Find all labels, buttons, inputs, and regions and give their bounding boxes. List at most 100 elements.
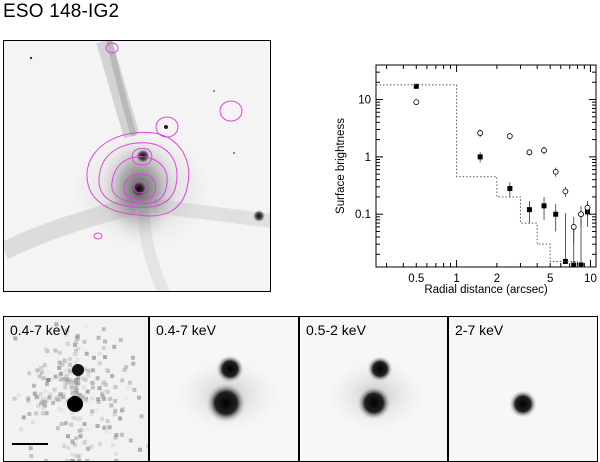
noise-speck bbox=[102, 389, 107, 394]
noise-speck bbox=[118, 338, 123, 343]
noise-speck bbox=[26, 396, 31, 401]
x-tick-label: 1 bbox=[453, 273, 459, 285]
data-point-square bbox=[507, 186, 513, 192]
noise-speck bbox=[103, 339, 108, 344]
data-point-square bbox=[571, 262, 577, 268]
optical-image-with-xray-contours bbox=[3, 40, 271, 292]
galaxy-image bbox=[4, 41, 270, 291]
noise-speck bbox=[76, 346, 81, 351]
noise-speck bbox=[44, 399, 49, 404]
noise-speck bbox=[73, 411, 78, 416]
noise-speck bbox=[29, 454, 34, 459]
data-point-circle bbox=[570, 224, 577, 230]
noise-speck bbox=[70, 452, 75, 457]
noise-speck bbox=[89, 444, 94, 449]
strip-panel-4: 2-7 keV bbox=[448, 316, 598, 462]
noise-speck bbox=[90, 396, 95, 401]
noise-speck bbox=[98, 441, 103, 446]
noise-speck bbox=[57, 365, 62, 370]
noise-speck bbox=[70, 439, 75, 444]
noise-speck bbox=[57, 350, 62, 355]
noise-speck bbox=[77, 428, 82, 433]
noise-speck bbox=[105, 367, 110, 372]
strip-panel-3: 0.5-2 keV bbox=[299, 316, 448, 462]
noise-speck bbox=[78, 416, 83, 421]
noise-speck bbox=[101, 380, 106, 385]
noise-speck bbox=[30, 419, 35, 424]
noise-speck bbox=[39, 401, 44, 406]
x-axis-label: Radial distance (arcsec) bbox=[424, 284, 548, 296]
noise-speck bbox=[103, 382, 108, 387]
noise-speck bbox=[16, 392, 21, 397]
noise-speck bbox=[113, 451, 118, 456]
noise-speck bbox=[40, 411, 45, 416]
noise-speck bbox=[97, 386, 102, 391]
noise-speck bbox=[82, 367, 87, 372]
noise-speck bbox=[75, 357, 80, 362]
noise-speck bbox=[39, 370, 44, 375]
noise-speck bbox=[46, 369, 51, 374]
noise-speck bbox=[47, 395, 52, 400]
noise-speck bbox=[101, 396, 106, 401]
noise-speck bbox=[68, 381, 73, 386]
noise-speck bbox=[71, 393, 76, 398]
noise-speck bbox=[68, 378, 73, 383]
x-tick-label: 0.5 bbox=[408, 273, 424, 285]
data-point-square bbox=[541, 203, 547, 209]
noise-speck bbox=[77, 459, 82, 461]
noise-speck bbox=[96, 397, 101, 402]
figure-title: ESO 148-IG2 bbox=[3, 1, 120, 22]
noise-speck bbox=[114, 433, 119, 438]
noise-speck bbox=[28, 446, 33, 451]
noise-speck bbox=[76, 381, 81, 386]
data-point-square bbox=[562, 258, 568, 264]
noise-speck bbox=[57, 360, 62, 365]
y-tick-label: 10 bbox=[358, 95, 371, 107]
noise-speck bbox=[100, 391, 105, 396]
x-tick-label: 2 bbox=[494, 273, 500, 285]
noise-speck bbox=[69, 410, 74, 415]
noise-speck bbox=[127, 380, 132, 385]
noise-speck bbox=[50, 377, 55, 382]
noise-speck bbox=[110, 373, 115, 378]
data-point-square bbox=[553, 211, 559, 217]
noise-speck bbox=[74, 436, 79, 441]
xray-contours bbox=[86, 42, 243, 240]
noise-speck bbox=[73, 361, 78, 366]
noise-speck bbox=[39, 365, 44, 370]
noise-speck bbox=[41, 396, 46, 401]
noise-speck bbox=[81, 385, 86, 390]
noise-speck bbox=[102, 355, 107, 360]
noise-speck bbox=[19, 427, 24, 432]
noise-speck bbox=[105, 418, 110, 423]
noise-speck bbox=[132, 387, 137, 392]
noise-speck bbox=[119, 432, 124, 437]
y-axis-label: Surface brightness bbox=[335, 118, 347, 214]
noise-speck bbox=[42, 363, 47, 368]
noise-speck bbox=[62, 376, 67, 381]
strip-image-2 bbox=[150, 317, 298, 461]
noise-speck bbox=[85, 389, 90, 394]
noise-speck bbox=[101, 345, 106, 350]
noise-speck bbox=[32, 383, 37, 388]
noise-speck bbox=[77, 392, 82, 397]
noise-speck bbox=[66, 446, 71, 451]
noise-speck bbox=[63, 401, 68, 406]
noise-speck bbox=[86, 446, 91, 451]
noise-speck bbox=[67, 370, 72, 375]
noise-speck bbox=[59, 421, 64, 426]
noise-speck bbox=[44, 459, 49, 461]
noise-speck bbox=[82, 339, 87, 344]
noise-speck bbox=[60, 362, 65, 367]
data-point-circle bbox=[413, 99, 420, 106]
noise-speck bbox=[84, 351, 89, 356]
data-point-square bbox=[477, 154, 483, 160]
noise-speck bbox=[73, 443, 78, 448]
noise-speck bbox=[82, 394, 87, 399]
noise-speck bbox=[90, 385, 95, 390]
noise-speck bbox=[43, 346, 48, 351]
noise-speck bbox=[35, 395, 40, 400]
noise-speck bbox=[120, 378, 125, 383]
noise-speck bbox=[48, 392, 53, 397]
noise-speck bbox=[59, 371, 64, 376]
